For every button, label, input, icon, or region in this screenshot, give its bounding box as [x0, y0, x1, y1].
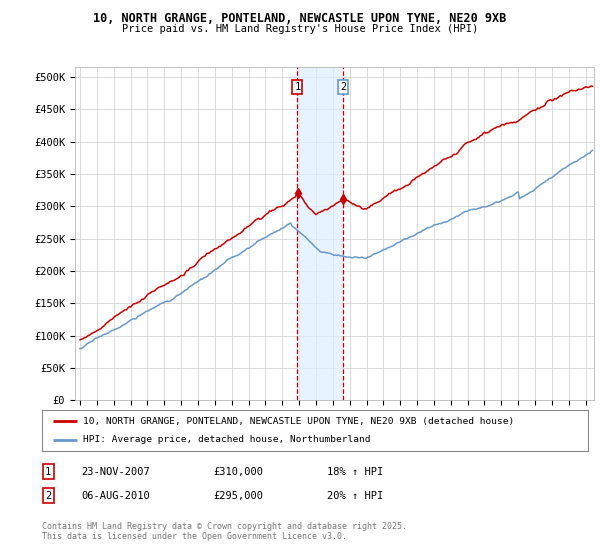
Text: 20% ↑ HPI: 20% ↑ HPI	[327, 491, 383, 501]
Text: 2: 2	[340, 82, 346, 92]
Text: 23-NOV-2007: 23-NOV-2007	[81, 466, 150, 477]
Text: 2: 2	[45, 491, 51, 501]
Text: 1: 1	[295, 82, 301, 92]
Text: 18% ↑ HPI: 18% ↑ HPI	[327, 466, 383, 477]
Text: 10, NORTH GRANGE, PONTELAND, NEWCASTLE UPON TYNE, NE20 9XB (detached house): 10, NORTH GRANGE, PONTELAND, NEWCASTLE U…	[83, 417, 514, 426]
Text: 1: 1	[45, 466, 51, 477]
Text: HPI: Average price, detached house, Northumberland: HPI: Average price, detached house, Nort…	[83, 436, 370, 445]
Text: £310,000: £310,000	[213, 466, 263, 477]
Bar	[298, 67, 343, 400]
Text: 06-AUG-2010: 06-AUG-2010	[81, 491, 150, 501]
Text: Contains HM Land Registry data © Crown copyright and database right 2025.
This d: Contains HM Land Registry data © Crown c…	[42, 522, 407, 542]
Text: £295,000: £295,000	[213, 491, 263, 501]
Text: 10, NORTH GRANGE, PONTELAND, NEWCASTLE UPON TYNE, NE20 9XB: 10, NORTH GRANGE, PONTELAND, NEWCASTLE U…	[94, 12, 506, 25]
Text: Price paid vs. HM Land Registry's House Price Index (HPI): Price paid vs. HM Land Registry's House …	[122, 24, 478, 34]
